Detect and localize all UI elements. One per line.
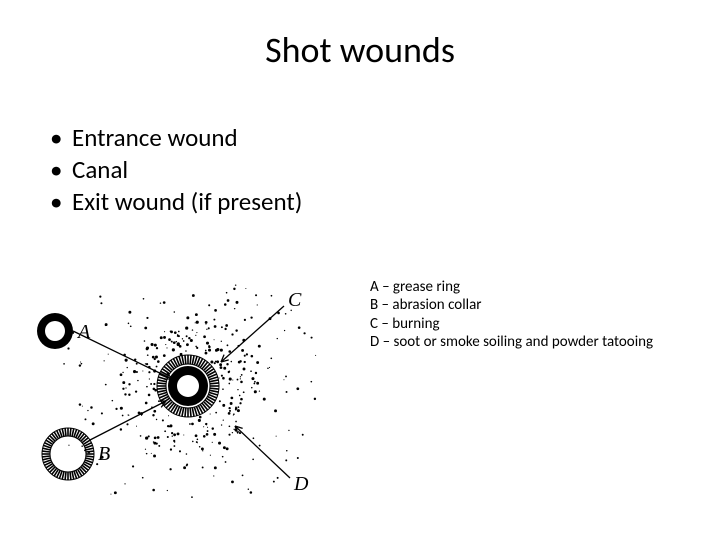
legend-item: A – grease ring bbox=[370, 278, 700, 296]
bullet-text: Exit wound (if present) bbox=[72, 186, 302, 217]
bullet-text: Canal bbox=[72, 154, 128, 185]
bullet-text: Entrance wound bbox=[72, 122, 238, 153]
legend-item: B – abrasion collar bbox=[370, 296, 700, 314]
wound-diagram: A B C D bbox=[18, 278, 320, 503]
title-text: Shot wounds bbox=[265, 28, 455, 72]
bullet-item: Entrance wound bbox=[50, 122, 302, 154]
diagram-svg: A B C D bbox=[18, 278, 320, 503]
legend-text: C – burning bbox=[370, 315, 440, 333]
legend-text: D – soot or smoke soiling and powder tat… bbox=[370, 333, 653, 351]
slide-title: Shot wounds bbox=[0, 28, 720, 72]
legend-text: B – abrasion collar bbox=[370, 296, 482, 314]
bullet-item: Exit wound (if present) bbox=[50, 186, 302, 218]
svg-text:D: D bbox=[293, 473, 309, 495]
legend-text: A – grease ring bbox=[370, 278, 460, 296]
legend-item: D – soot or smoke soiling and powder tat… bbox=[370, 333, 700, 351]
slide: Shot wounds Entrance wound Canal Exit wo… bbox=[0, 0, 720, 540]
bullet-list: Entrance wound Canal Exit wound (if pres… bbox=[50, 122, 302, 218]
svg-text:A: A bbox=[76, 321, 91, 343]
svg-text:C: C bbox=[288, 289, 302, 311]
legend-item: C – burning bbox=[370, 315, 700, 333]
legend: A – grease ring B – abrasion collar C – … bbox=[370, 278, 700, 351]
bullet-item: Canal bbox=[50, 154, 302, 186]
svg-text:B: B bbox=[98, 443, 110, 465]
